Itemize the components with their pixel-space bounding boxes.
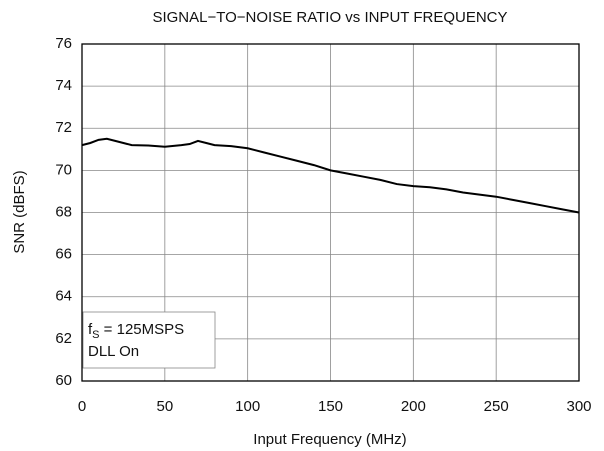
- y-axis-label: SNR (dBFS): [11, 170, 28, 253]
- y-tick-label: 64: [55, 288, 72, 305]
- annotation-subscript: S: [92, 329, 99, 341]
- y-tick-label: 76: [55, 35, 72, 52]
- y-tick-label: 68: [55, 203, 72, 220]
- annotation-box: [82, 311, 216, 369]
- x-tick-label: 300: [566, 398, 591, 415]
- x-tick-label: 50: [156, 398, 173, 415]
- y-tick-label: 66: [55, 246, 72, 263]
- y-tick-label: 74: [55, 77, 72, 94]
- x-tick-label: 100: [235, 398, 260, 415]
- y-tick-label: 70: [55, 161, 72, 178]
- x-tick-label: 150: [318, 398, 343, 415]
- annotation: fS = 125MSPS: [88, 321, 184, 341]
- x-tick-label: 250: [484, 398, 509, 415]
- y-tick-label: 60: [55, 372, 72, 389]
- x-tick-label: 200: [401, 398, 426, 415]
- data-line: [81, 137, 580, 214]
- y-tick-label: 72: [55, 119, 72, 136]
- annotation-symbol: f: [88, 321, 93, 338]
- chart-title: SIGNAL−TO−NOISE RATIO vs INPUT FREQUENCY: [152, 9, 507, 26]
- annotation: DLL On: [88, 343, 139, 360]
- y-tick-label: 62: [55, 330, 72, 347]
- x-axis-label: Input Frequency (MHz): [253, 431, 406, 448]
- x-tick-label: 0: [78, 398, 86, 415]
- annotation-text: = 125MSPS: [100, 321, 185, 338]
